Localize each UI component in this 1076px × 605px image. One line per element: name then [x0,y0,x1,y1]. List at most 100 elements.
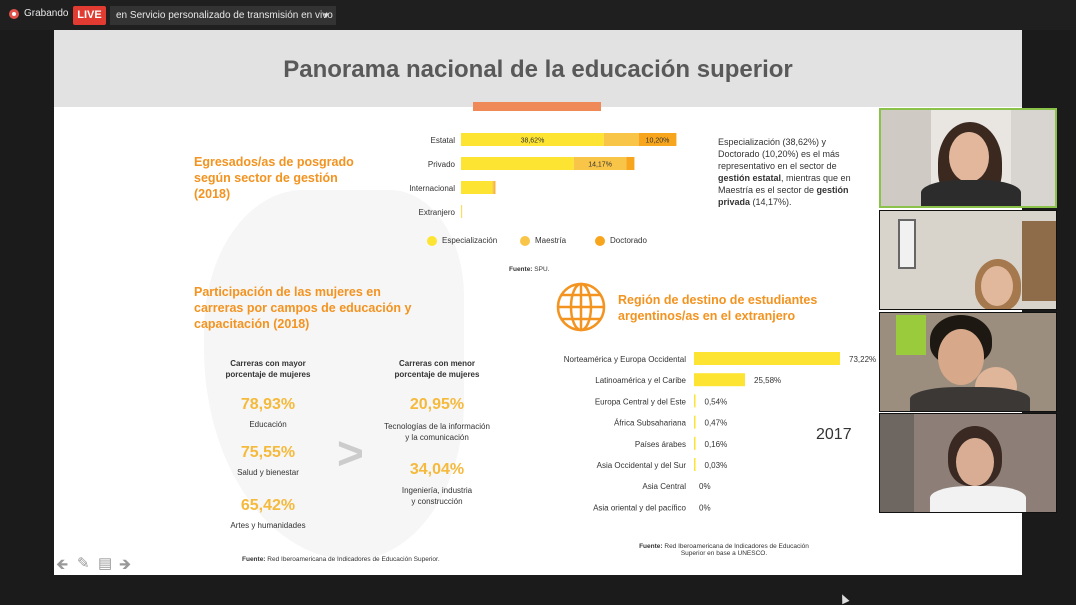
label-tic: Tecnologías de la información y la comun… [367,421,507,443]
bar [694,352,840,365]
bar-data-label: 0% [699,482,711,491]
bar-data-label: 0,16% [705,440,728,449]
bar-data-label: 0% [699,503,711,512]
egresados-title-line: según sector de gestión [194,171,338,185]
pct-educacion: 78,93% [240,396,296,413]
egresados-title: Egresados/as de posgrado según sector de… [194,154,354,202]
bar-segment [494,181,496,194]
source-label: Fuente: [639,543,663,550]
participant-body [930,486,1026,512]
mouse-cursor-icon [838,592,850,605]
participant-video-tile[interactable] [879,210,1057,310]
participant-body [910,387,1030,411]
category-label: Europa Central y del Este [595,397,687,406]
pct-artes: 65,42% [240,497,296,514]
stream-target-label: en Servicio personalizado de transmisión… [116,10,333,21]
col-header-line: porcentaje de mujeres [225,370,311,379]
participant-video-tile[interactable] [879,312,1057,412]
col-header-line: Carreras con mayor [230,359,306,368]
category-label: Estatal [431,136,456,145]
bar-data-label: 0,47% [705,419,728,428]
desc-text: (14,17%). [750,197,792,207]
next-slide-arrow-icon[interactable]: 🡺 [119,556,132,573]
label-ingenieria: Ingeniería, industria y construcción [367,485,507,507]
egresados-description: Especialización (38,62%) y Doctorado (10… [718,136,868,208]
col-header-mayor: Carreras con mayor porcentaje de mujeres [198,358,338,380]
source-text: Red Iberoamericana de Indicadores de Edu… [267,556,440,563]
chart-year: 2017 [816,426,852,443]
region-title: Región de destino de estudiantes argenti… [618,292,817,324]
egresados-title-line: (2018) [194,187,231,201]
wall-frame [898,219,916,269]
bar-segment [626,157,635,170]
pct-ingenieria: 34,04% [409,461,465,478]
region-title-line: argentinos/as en el extranjero [618,309,796,323]
col-header-menor: Carreras con menor porcentaje de mujeres [367,358,507,380]
legend-swatch-doctorado [595,236,605,246]
label-line: Ingeniería, industria [401,486,473,495]
mujeres-title-line: Participación de las mujeres en [194,285,381,299]
legend-swatch-maestria [520,236,530,246]
bar-data-label: 14,17% [588,162,612,169]
region-title-line: Región de destino de estudiantes [618,293,818,307]
bar-segment [638,133,677,146]
category-label: Asia Central [642,482,686,491]
bar-data-label: 0,03% [705,461,728,470]
chart-legend: Especialización Maestría Doctorado [427,236,727,250]
participant-video-tile[interactable] [879,413,1057,513]
slide-header: Panorama nacional de la educación superi… [54,30,1022,107]
legend-label-especializacion: Especialización [442,236,498,245]
chevron-right-icon: > [337,427,364,479]
bar-data-label: 73,22% [849,355,876,364]
category-label: Extranjero [419,208,456,217]
category-label: Países árabes [635,440,686,449]
participant-face [981,266,1013,306]
bar-data-label: 10,20% [646,138,670,145]
participant-face [949,132,989,182]
pen-tool-icon[interactable]: ✎ [77,555,90,572]
source-text: SPU. [534,266,550,273]
category-label: Asia Occidental y del Sur [597,461,687,470]
desc-bold: gestión estatal [718,173,782,183]
egresados-title-line: Egresados/as de posgrado [194,155,354,169]
participant-video-tile[interactable] [879,108,1057,208]
meeting-top-bar: Grabando LIVE en Servicio personalizado … [0,0,1076,30]
source-text: Red Iberoamericana de Indicadores de Edu… [664,543,809,550]
argentina-map-watermark [204,190,464,560]
background-poster [896,315,926,355]
slide-menu-icon[interactable]: ▤ [98,555,113,572]
bar-data-label: 25,58% [754,376,781,385]
pct-salud: 75,55% [240,444,296,461]
desc-text: Especialización (38,62%) y Doctorado (10… [718,137,840,171]
participant-face [956,438,994,486]
source-label: Fuente: [242,556,266,563]
label-salud: Salud y bienestar [237,468,299,477]
legend-swatch-especializacion [427,236,437,246]
stream-target-dropdown[interactable]: en Servicio personalizado de transmisión… [110,6,336,25]
bar-segment [461,133,604,146]
mujeres-title-line: carreras por campos de educación y [194,301,412,315]
bookshelf [1022,221,1056,301]
label-line: y construcción [411,497,463,506]
region-bar-chart: Norteamérica y Europa Occidental 73,22% La… [564,352,876,512]
category-label: Asia oriental y del pacífico [593,503,686,512]
bar-segment [461,205,462,218]
region-source: Fuente: Red Iberoamericana de Indicadore… [624,543,824,557]
live-badge[interactable]: LIVE [73,6,106,25]
category-label: Privado [428,160,456,169]
category-label: Internacional [409,184,455,193]
bar-segment [492,181,495,194]
legend-label-doctorado: Doctorado [610,236,647,245]
category-label: Latinoamérica y el Caribe [595,376,686,385]
mujeres-source: Fuente: Red Iberoamericana de Indicadore… [242,556,440,563]
title-underline-bar [473,102,601,111]
col-header-line: porcentaje de mujeres [394,370,480,379]
participant-body [921,180,1021,206]
source-text: Superior en base a UNESCO. [680,550,768,557]
label-line: y la comunicación [405,433,469,442]
slide-title: Panorama nacional de la educación superi… [283,56,793,83]
label-educacion: Educación [249,420,287,429]
bar-segment [603,133,639,146]
category-label: África Subsahariana [614,419,687,428]
previous-slide-arrow-icon[interactable]: 🡸 [56,556,69,573]
